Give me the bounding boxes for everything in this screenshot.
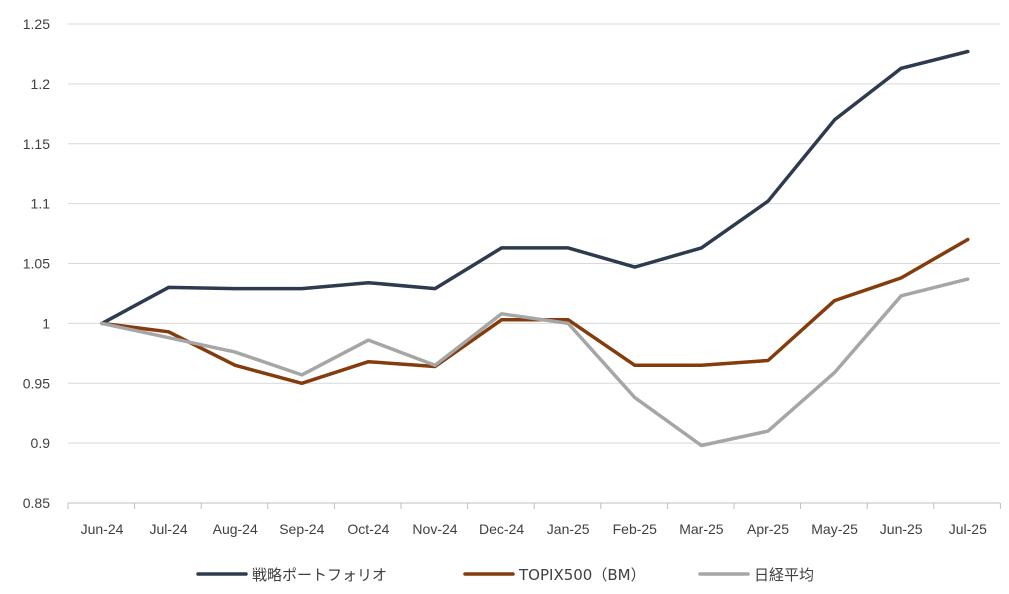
x-tick-label: Jul-25	[949, 521, 987, 537]
series-line-2	[100, 237, 970, 386]
x-tick-label: Feb-25	[613, 521, 658, 537]
x-tick-label: Jun-24	[81, 521, 124, 537]
y-tick-label: 1	[42, 315, 50, 331]
x-tick-label: Mar-25	[679, 521, 724, 537]
y-tick-label: 1.15	[23, 136, 50, 152]
y-axis: 0.85 0.9 0.95 1 1.05 1.1 1.15 1.2 1.25	[23, 16, 50, 511]
legend-label: 日経平均	[754, 566, 814, 584]
x-tick-label: Aug-24	[213, 521, 258, 537]
y-tick-label: 0.95	[23, 375, 50, 391]
y-tick-label: 0.9	[31, 435, 51, 451]
y-tick-label: 1.05	[23, 256, 50, 272]
legend-label: TOPIX500（BM）	[518, 566, 646, 584]
x-axis: Jun-24 Jul-24 Aug-24 Sep-24 Oct-24 Nov-24 Dec-…	[67, 502, 1001, 537]
legend-label: 戦略ポートフォリオ	[252, 566, 387, 584]
y-tick-label: 1.2	[31, 76, 51, 92]
x-tick-label: Dec-24	[479, 521, 524, 537]
legend: 戦略ポートフォリオ TOPIX500（BM） 日経平均	[196, 566, 814, 584]
series-line-1	[100, 49, 970, 326]
y-tick-label: 0.85	[23, 495, 50, 511]
series-lines	[100, 49, 970, 448]
x-tick-label: Nov-24	[412, 521, 457, 537]
y-tick-label: 1.25	[23, 16, 50, 32]
x-tick-label: Jun-25	[880, 521, 923, 537]
gridlines	[68, 23, 1000, 444]
x-tick-label: Jan-25	[547, 521, 590, 537]
x-tick-label: May-25	[811, 521, 858, 537]
x-tick-label: Oct-24	[347, 521, 389, 537]
y-tick-label: 1.1	[31, 196, 51, 212]
x-tick-label: Apr-25	[747, 521, 789, 537]
x-tick-label: Sep-24	[279, 521, 324, 537]
x-tick-label: Jul-24	[150, 521, 188, 537]
series-line-3	[100, 277, 970, 448]
